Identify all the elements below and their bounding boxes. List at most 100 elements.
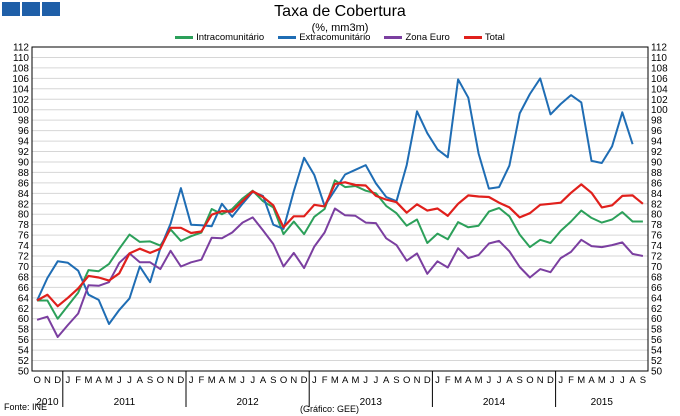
x-tick-label-month: J: [363, 375, 368, 386]
x-tick-label-month: F: [322, 375, 328, 386]
legend-item-total: Total: [463, 32, 505, 43]
y-tick-label-right: 60: [651, 314, 663, 325]
y-tick-label-left: 64: [18, 293, 30, 304]
x-tick-label-month: A: [465, 375, 472, 386]
y-tick-label-left: 96: [18, 126, 30, 137]
y-tick-label-right: 52: [651, 356, 663, 367]
legend-label-extracomunitario: Extracomunitário: [299, 32, 371, 43]
x-tick-label-month: M: [85, 375, 93, 386]
x-tick-label-month: A: [383, 375, 390, 386]
y-tick-label-left: 78: [18, 220, 30, 231]
x-tick-label-month: D: [177, 375, 184, 386]
y-tick-label-left: 52: [18, 356, 30, 367]
legend-swatch-extracomunitario: [278, 36, 297, 39]
y-tick-label-right: 72: [651, 252, 663, 263]
x-tick-label-month: A: [506, 375, 513, 386]
x-tick-label-month: J: [435, 375, 440, 386]
y-tick-label-left: 58: [18, 325, 30, 336]
y-tick-label-left: 70: [18, 262, 30, 273]
y-tick-label-left: 106: [12, 74, 29, 85]
y-tick-label-right: 94: [651, 137, 663, 148]
x-tick-label-month: J: [558, 375, 563, 386]
x-tick-label-month: O: [526, 375, 533, 386]
y-tick-label-right: 108: [651, 63, 668, 74]
y-tick-label-right: 104: [651, 84, 668, 95]
y-tick-label-right: 110: [651, 53, 667, 64]
y-tick-label-left: 74: [18, 241, 30, 252]
x-tick-label-month: J: [312, 375, 317, 386]
y-tick-label-right: 90: [651, 157, 663, 168]
x-tick-label-month: S: [516, 375, 522, 386]
y-tick-label-right: 64: [651, 293, 663, 304]
x-tick-label-month: D: [54, 375, 61, 386]
y-tick-label-left: 102: [12, 95, 29, 106]
legend-label-total: Total: [484, 32, 505, 43]
y-tick-label-left: 84: [18, 189, 30, 200]
y-tick-label-right: 76: [651, 231, 663, 242]
chart-subtitle: (%, mm3m): [311, 22, 369, 34]
x-tick-label-year: 2011: [114, 397, 136, 408]
x-tick-label-month: M: [577, 375, 585, 386]
credit-note: (Gráfico: GEE): [300, 404, 360, 414]
logo-square-3: [42, 2, 60, 16]
y-tick-label-left: 98: [18, 116, 30, 127]
x-tick-label-month: S: [270, 375, 276, 386]
x-tick-label-month: N: [537, 375, 544, 386]
x-tick-label-month: A: [219, 375, 226, 386]
x-tick-label-month: J: [620, 375, 625, 386]
x-tick-label-month: A: [629, 375, 636, 386]
plot-border: [31, 46, 649, 372]
y-tick-label-right: 98: [651, 116, 663, 127]
series-line-total: [36, 181, 644, 308]
x-tick-label-month: F: [198, 375, 204, 386]
legend-swatch-zona-euro: [384, 36, 403, 39]
x-tick-label-month: F: [445, 375, 451, 386]
y-tick-label-left: 112: [13, 43, 29, 54]
x-tick-label-month: D: [547, 375, 554, 386]
x-tick-label-month: O: [403, 375, 410, 386]
x-tick-label-year: 2012: [236, 397, 259, 408]
y-tick-label-right: 66: [651, 283, 663, 294]
legend-label-zona-euro: Zona Euro: [405, 32, 450, 43]
y-tick-label-left: 72: [18, 252, 30, 263]
legend-item-extracomunitario: Extracomunitário: [278, 32, 370, 43]
x-tick-label-month: N: [44, 375, 51, 386]
x-tick-label-month: J: [117, 375, 122, 386]
x-tick-label-year: 2015: [591, 397, 614, 408]
x-tick-label-month: F: [568, 375, 574, 386]
y-tick-label-left: 100: [12, 105, 29, 116]
x-tick-label-month: N: [167, 375, 174, 386]
y-tick-label-left: 92: [18, 147, 30, 158]
x-tick-label-month: A: [342, 375, 349, 386]
y-tick-label-right: 84: [651, 189, 663, 200]
logo-square-2: [22, 2, 40, 16]
y-tick-label-right: 92: [651, 147, 663, 158]
x-tick-label-month: O: [157, 375, 164, 386]
x-tick-label-month: J: [497, 375, 502, 386]
y-tick-label-right: 70: [651, 262, 663, 273]
logo-square-1: [2, 2, 20, 16]
y-tick-label-right: 96: [651, 126, 663, 137]
x-tick-label-month: A: [96, 375, 103, 386]
x-tick-label-month: M: [598, 375, 606, 386]
x-tick-label-month: O: [33, 375, 40, 386]
source-note: Fonte: INE: [4, 402, 48, 412]
legend-label-intracomunitario: Intracomunitário: [196, 32, 265, 43]
y-tick-label-left: 104: [12, 84, 29, 95]
x-tick-label-month: M: [208, 375, 216, 386]
x-tick-label-month: S: [147, 375, 153, 386]
x-tick-label-month: J: [189, 375, 194, 386]
legend-item-zona-euro: Zona Euro: [384, 32, 450, 43]
chart-title: Taxa de Cobertura: [274, 3, 406, 20]
x-tick-label-month: A: [137, 375, 144, 386]
y-tick-label-left: 60: [18, 314, 30, 325]
x-tick-label-month: M: [475, 375, 483, 386]
x-tick-label-month: D: [301, 375, 308, 386]
y-tick-label-left: 86: [18, 178, 30, 189]
legend-item-intracomunitario: Intracomunitário: [175, 32, 264, 43]
y-tick-label-right: 112: [651, 43, 667, 54]
y-tick-label-right: 82: [651, 199, 663, 210]
y-tick-label-right: 62: [651, 304, 663, 315]
